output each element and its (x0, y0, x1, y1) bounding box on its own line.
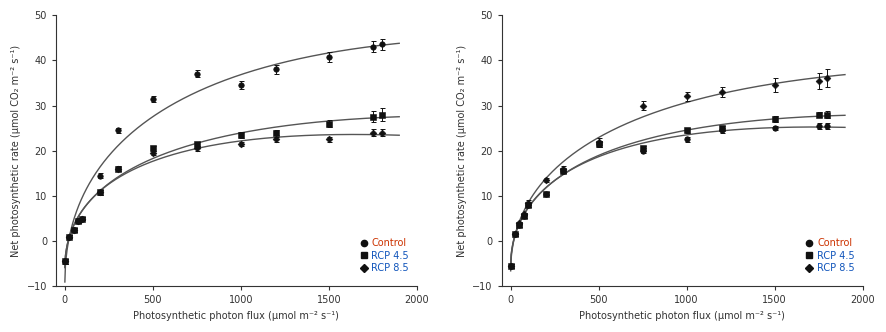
Control (822, 124, 833, 128)
RCP 4.5 (191, 142, 202, 146)
RCP 8.5 (822, 76, 833, 80)
Control (73, 219, 83, 223)
Control (68, 228, 79, 232)
RCP 8.5 (540, 178, 551, 182)
RCP 4.5 (540, 192, 551, 196)
X-axis label: Photosynthetic photon flux (μmol m⁻² s⁻¹): Photosynthetic photon flux (μmol m⁻² s⁻¹… (579, 311, 785, 321)
RCP 8.5 (191, 146, 202, 150)
RCP 4.5 (523, 203, 533, 207)
RCP 8.5 (518, 212, 529, 216)
Control (681, 137, 692, 141)
RCP 4.5 (594, 142, 604, 146)
RCP 8.5 (368, 130, 378, 134)
RCP 4.5 (558, 169, 569, 173)
RCP 8.5 (558, 167, 569, 171)
Control (540, 192, 551, 196)
RCP 4.5 (813, 113, 824, 117)
Control (637, 149, 648, 153)
RCP 4.5 (68, 228, 79, 232)
RCP 8.5 (505, 264, 516, 268)
RCP 4.5 (514, 223, 525, 227)
Line: Control: Control (62, 42, 385, 264)
Line: Control: Control (508, 123, 830, 269)
RCP 8.5 (637, 104, 648, 108)
Control (95, 174, 105, 178)
RCP 4.5 (271, 130, 282, 134)
RCP 8.5 (323, 137, 334, 141)
RCP 8.5 (769, 83, 780, 87)
Control (518, 214, 529, 218)
X-axis label: Photosynthetic photon flux (μmol m⁻² s⁻¹): Photosynthetic photon flux (μmol m⁻² s⁻¹… (134, 311, 339, 321)
RCP 4.5 (769, 117, 780, 121)
RCP 4.5 (323, 122, 334, 125)
Control (594, 142, 604, 146)
RCP 4.5 (505, 264, 516, 268)
Line: RCP 8.5: RCP 8.5 (62, 130, 384, 264)
RCP 4.5 (113, 167, 123, 171)
Y-axis label: Net photosynthetic rate (μmol CO₂ m⁻² s⁻¹): Net photosynthetic rate (μmol CO₂ m⁻² s⁻… (12, 44, 21, 257)
RCP 8.5 (681, 95, 692, 99)
Control (558, 169, 569, 173)
Control (323, 55, 334, 59)
Line: RCP 4.5: RCP 4.5 (62, 112, 385, 264)
Legend: Control, RCP 4.5, RCP 8.5: Control, RCP 4.5, RCP 8.5 (357, 235, 412, 276)
RCP 8.5 (271, 137, 282, 141)
Control (813, 124, 824, 128)
RCP 4.5 (77, 216, 88, 220)
RCP 8.5 (594, 140, 604, 144)
Line: RCP 4.5: RCP 4.5 (508, 112, 830, 269)
RCP 8.5 (717, 90, 727, 94)
RCP 4.5 (717, 126, 727, 130)
RCP 4.5 (681, 128, 692, 132)
Control (514, 223, 525, 227)
RCP 4.5 (236, 133, 246, 137)
RCP 8.5 (73, 219, 83, 223)
RCP 4.5 (148, 146, 159, 150)
Control (64, 235, 74, 239)
Control (236, 83, 246, 87)
RCP 8.5 (514, 221, 525, 225)
RCP 8.5 (113, 167, 123, 171)
Control (59, 259, 70, 263)
RCP 4.5 (73, 219, 83, 223)
Control (509, 232, 520, 236)
RCP 8.5 (236, 142, 246, 146)
Control (271, 67, 282, 71)
Legend: Control, RCP 4.5, RCP 8.5: Control, RCP 4.5, RCP 8.5 (803, 235, 858, 276)
Line: RCP 8.5: RCP 8.5 (509, 76, 830, 268)
RCP 8.5 (68, 228, 79, 232)
Control (505, 264, 516, 268)
RCP 4.5 (637, 146, 648, 150)
RCP 8.5 (64, 235, 74, 239)
RCP 4.5 (59, 259, 70, 263)
Control (769, 126, 780, 130)
RCP 8.5 (59, 259, 70, 263)
RCP 4.5 (518, 214, 529, 218)
Control (377, 42, 387, 46)
RCP 4.5 (368, 115, 378, 119)
Control (148, 97, 159, 101)
RCP 8.5 (509, 232, 520, 236)
Control (717, 128, 727, 132)
Control (368, 45, 378, 49)
Control (113, 128, 123, 132)
RCP 4.5 (509, 232, 520, 236)
RCP 8.5 (377, 130, 387, 134)
Control (191, 72, 202, 76)
RCP 8.5 (813, 79, 824, 83)
Y-axis label: Net photosynthetic rate (μmol CO₂ m⁻² s⁻¹): Net photosynthetic rate (μmol CO₂ m⁻² s⁻… (457, 44, 467, 257)
RCP 4.5 (64, 235, 74, 239)
Control (77, 216, 88, 220)
RCP 4.5 (95, 190, 105, 194)
RCP 8.5 (148, 151, 159, 155)
RCP 8.5 (95, 190, 105, 194)
RCP 8.5 (77, 216, 88, 220)
RCP 8.5 (523, 201, 533, 205)
RCP 4.5 (822, 113, 833, 117)
Control (523, 203, 533, 207)
RCP 4.5 (377, 113, 387, 117)
